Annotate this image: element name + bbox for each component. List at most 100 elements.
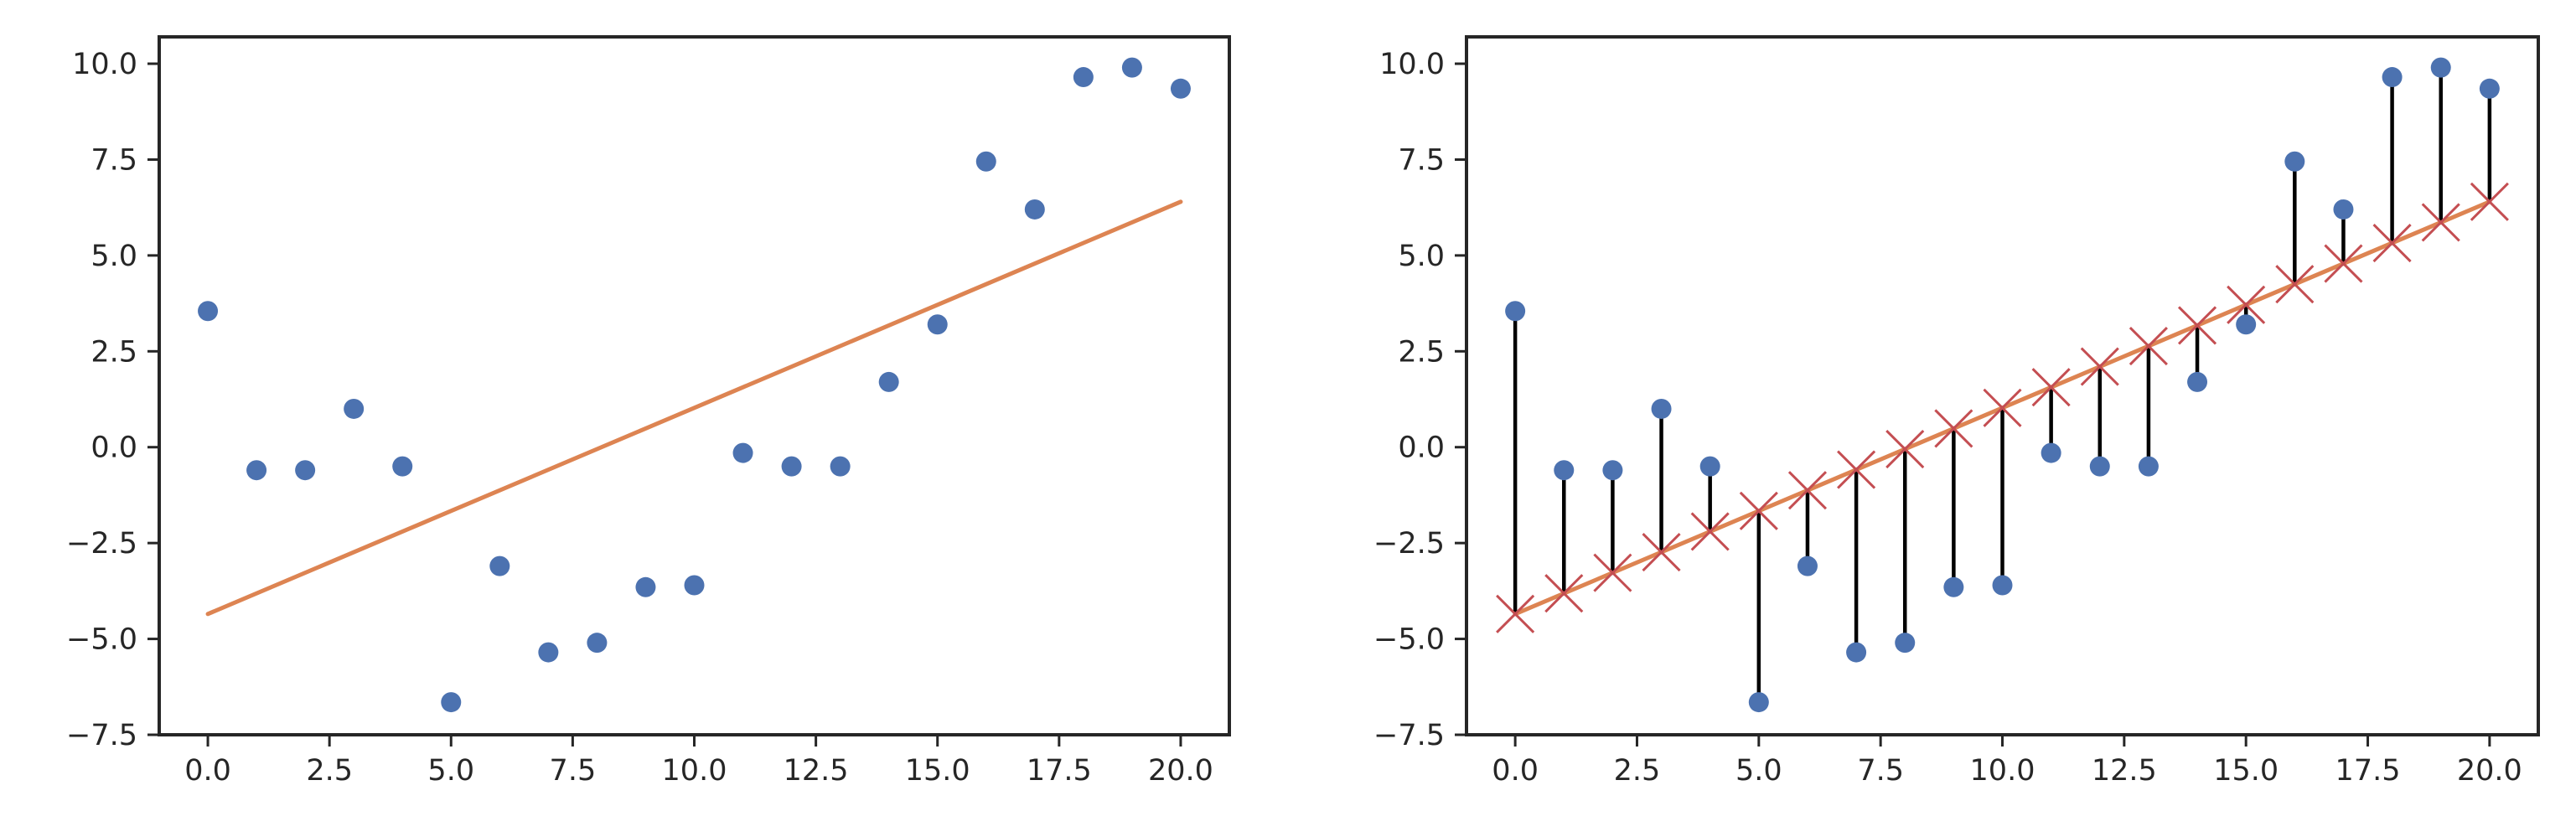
data-point [2236,314,2257,335]
data-point [1602,460,1623,481]
predicted-marker [1642,532,1681,572]
predicted-marker [2470,182,2509,221]
data-point [878,371,899,392]
x-tick-label: 7.5 [550,754,597,788]
predicted-marker [2227,285,2266,324]
data-point [344,398,365,419]
data-point [2333,199,2354,220]
predicted-marker [2372,223,2412,263]
predicted-marker [1690,512,1730,551]
predicted-marker [2031,368,2071,407]
data-point [1073,67,1094,88]
predicted-marker [1983,388,2022,427]
data-point [781,456,802,477]
x-tick-label: 10.0 [662,754,727,788]
x-tick-label: 5.0 [1735,754,1782,788]
y-tick-label: −2.5 [1373,527,1445,561]
left-chart-regression-fit: 0.0 2.5 5.0 7.5 10.0 12.5 15.0 17.5 20.0 −7.5 −5.0… [66,35,1231,788]
predicted-marker [1739,491,1778,530]
predicted-marker [1837,450,1876,489]
data-point [1651,398,1672,419]
regression-line [205,199,1183,617]
x-tick-label: 2.5 [1614,754,1661,788]
y-tick-label: 7.5 [1398,143,1445,177]
y-tick-label: −7.5 [66,719,137,752]
x-tick-label: 20.0 [2457,754,2522,788]
y-tick-label: 10.0 [1379,48,1445,81]
data-point [2187,371,2208,392]
data-point [1554,460,1575,481]
data-point [1170,78,1191,99]
y-tick-label: 2.5 [91,335,137,369]
predicted-marker [1885,429,1925,469]
data-point [295,460,316,481]
right-chart-residuals: 0.0 2.5 5.0 7.5 10.0 12.5 15.0 17.5 20.0 −7.5 −5.0… [1373,35,2540,788]
predicted-marker [2129,326,2168,366]
predicted-marker [1934,409,1973,448]
x-tick-label: 20.0 [1148,754,1213,788]
data-point [2479,78,2500,99]
data-point [1992,575,2013,596]
data-point [927,314,948,335]
data-point [441,692,462,713]
y-tick-label: −5.0 [1373,623,1445,657]
y-tick-label: 2.5 [1398,335,1445,369]
predicted-marker [1496,594,1535,633]
predicted-marker [2080,347,2119,386]
y-tick-label: −2.5 [66,527,137,561]
y-tick-label: 10.0 [72,48,137,81]
y-tick-label: 5.0 [91,240,137,273]
x-tick-label: 0.0 [184,754,231,788]
x-tick-label: 2.5 [306,754,353,788]
predicted-marker [2177,306,2217,345]
axes-frame [158,35,1231,736]
predicted-marker [1787,471,1828,510]
data-point [1895,633,1916,654]
y-tick-label: −7.5 [1373,719,1445,752]
data-point [198,301,219,322]
x-tick-label: 5.0 [427,754,474,788]
data-point [2430,57,2451,78]
data-point [2041,442,2061,463]
x-tick-label: 17.5 [1027,754,1092,788]
axes-frame [1465,35,2540,736]
data-point [1121,57,1142,78]
data-point [1748,692,1769,713]
predicted-marker [1544,574,1584,613]
data-point [587,633,608,654]
data-point [392,456,413,477]
y-tick-label: −5.0 [66,623,137,657]
x-tick-label: 15.0 [905,754,970,788]
data-point [1505,301,1526,322]
predicted-marker [2421,203,2460,242]
y-tick-label: 0.0 [1398,431,1445,465]
data-point [489,555,510,576]
x-tick-label: 0.0 [1492,754,1539,788]
x-tick-label: 12.5 [2092,754,2157,788]
data-point [2382,67,2403,88]
data-point [635,576,656,597]
x-tick-label: 7.5 [1857,754,1904,788]
x-tick-label: 17.5 [2335,754,2401,788]
data-point [732,442,753,463]
data-point [830,456,851,477]
x-tick-label: 10.0 [1970,754,2035,788]
x-tick-label: 12.5 [784,754,849,788]
x-tick-label: 15.0 [2213,754,2279,788]
y-tick-label: 0.0 [91,431,137,465]
data-point [2284,151,2305,172]
data-point [1797,555,1818,576]
y-tick-label: 5.0 [1398,240,1445,273]
data-point [975,151,996,172]
predicted-marker [1593,553,1632,592]
data-point [538,642,559,663]
data-point [1024,199,1045,220]
data-point [684,575,705,596]
data-point [1943,576,1964,597]
predicted-marker [2324,244,2363,283]
y-tick-label: 7.5 [91,143,137,177]
data-point [1699,456,1720,477]
predicted-marker [2275,265,2315,304]
data-point [2138,456,2159,477]
